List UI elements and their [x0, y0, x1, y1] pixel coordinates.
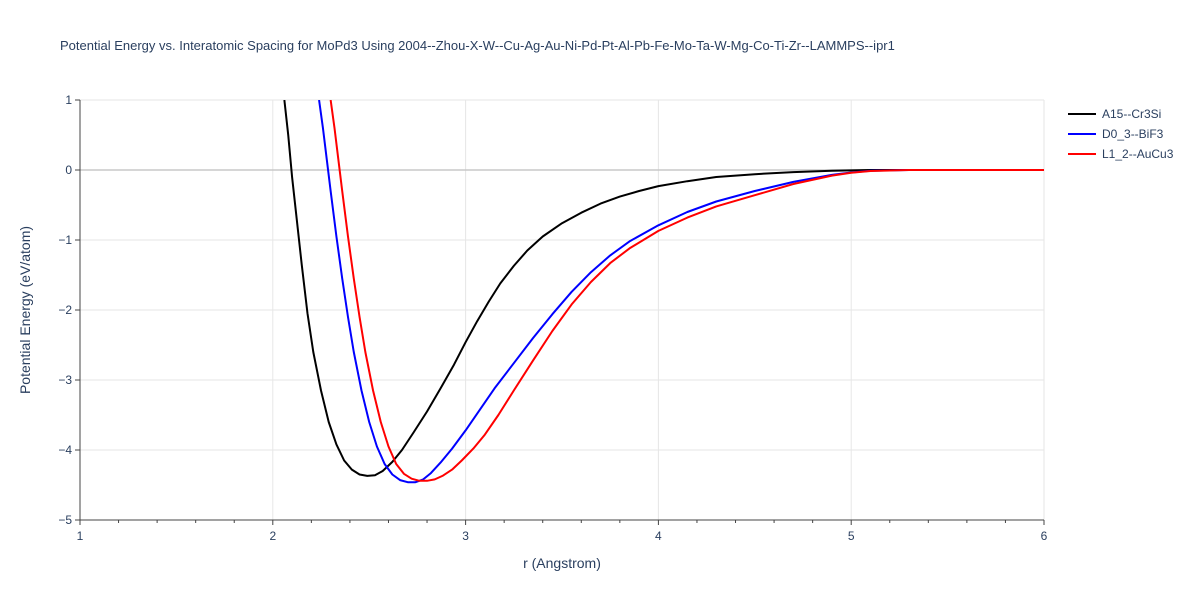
x-tick-label: 5: [848, 529, 855, 543]
series-line-1: [283, 100, 1044, 477]
y-tick-label: −1: [58, 233, 72, 247]
y-tick-label: −5: [58, 513, 72, 527]
x-axis-title: r (Angstrom): [523, 555, 601, 571]
y-tick-label: −2: [58, 303, 72, 317]
legend-item-1[interactable]: A15--Cr3Si: [1068, 107, 1161, 121]
x-axis: 1 2 3 4 5 6: [77, 519, 1048, 543]
x-tick-label: 6: [1041, 529, 1048, 543]
y-tick-label: −4: [58, 443, 72, 457]
y-tick-label: 1: [65, 93, 72, 107]
legend-label: A15--Cr3Si: [1102, 107, 1161, 121]
y-axis-title: Potential Energy (eV/atom): [17, 226, 33, 394]
y-axis: −5 −4 −3 −2 −1 0 1: [58, 93, 81, 527]
x-tick-label: 2: [269, 529, 276, 543]
series-line-3: [329, 100, 1044, 482]
y-tick-label: −3: [58, 373, 72, 387]
legend[interactable]: A15--Cr3Si D0_3--BiF3 L1_2--AuCu3: [1068, 107, 1174, 161]
legend-label: D0_3--BiF3: [1102, 127, 1164, 141]
legend-label: L1_2--AuCu3: [1102, 147, 1174, 161]
legend-item-3[interactable]: L1_2--AuCu3: [1068, 147, 1174, 161]
legend-item-2[interactable]: D0_3--BiF3: [1068, 127, 1164, 141]
series-lines: [283, 100, 1044, 484]
x-tick-label: 1: [77, 529, 84, 543]
y-tick-label: 0: [65, 163, 72, 177]
chart-title: Potential Energy vs. Interatomic Spacing…: [60, 38, 895, 53]
series-line-2: [318, 100, 1044, 484]
x-tick-label: 3: [462, 529, 469, 543]
x-tick-label: 4: [655, 529, 662, 543]
